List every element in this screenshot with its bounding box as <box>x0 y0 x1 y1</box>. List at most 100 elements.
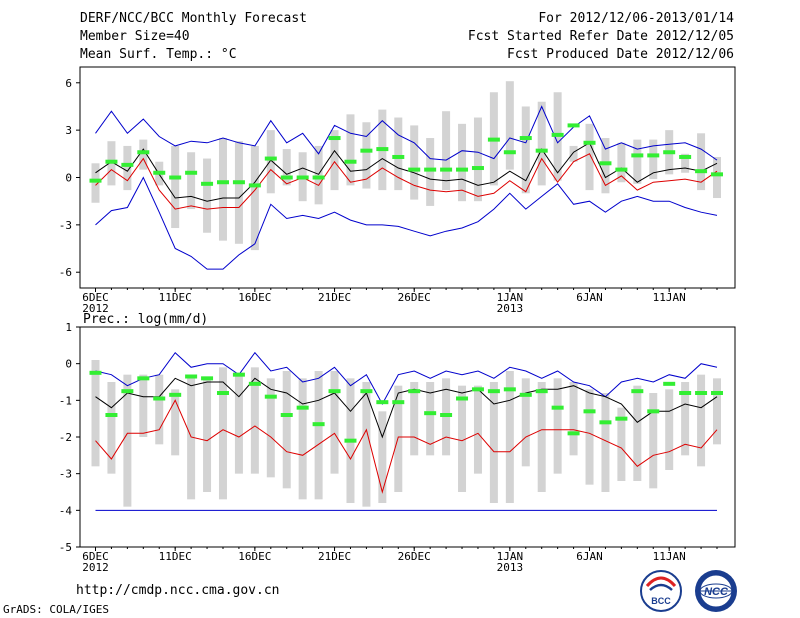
p2-ytick-label: -5 <box>59 541 72 554</box>
p1-xtick-label: 6DEC <box>82 291 109 304</box>
p2-range-bar <box>282 371 291 489</box>
p1-clim-marker <box>679 154 692 159</box>
p2-clim-marker <box>695 391 708 395</box>
p2-range-bar <box>107 382 116 474</box>
p2-clim-marker <box>615 416 628 421</box>
p1-range-bar <box>426 138 435 206</box>
p2-clim-marker <box>296 405 309 410</box>
p2-range-bar <box>569 382 578 456</box>
p2-clim-marker <box>471 387 484 392</box>
p2-clim-marker <box>232 372 245 377</box>
p1-clim-marker <box>615 167 628 172</box>
chart-title: DERF/NCC/BCC Monthly Forecast <box>80 11 307 26</box>
p2-clim-marker <box>137 376 150 381</box>
p2-clim-marker <box>583 409 596 414</box>
p2-lower-line <box>95 399 718 494</box>
p2-clim-marker <box>535 389 548 394</box>
p1-clim-marker <box>153 170 166 175</box>
p2-range-bar <box>362 382 371 507</box>
p2-ytick-label: -1 <box>59 394 72 407</box>
p1-range-bar <box>681 153 690 173</box>
p1-clim-marker <box>583 140 596 145</box>
p2-range-bar <box>697 374 706 467</box>
p1-range-bar <box>617 142 626 183</box>
p1-clim-marker <box>487 137 500 142</box>
p2-mean-line <box>95 377 718 439</box>
variable-label: Mean Surf. Temp.: °C <box>80 47 237 62</box>
p2-clim-marker <box>248 381 261 386</box>
p1-clim-marker <box>695 169 708 174</box>
p1-range-bar <box>362 122 371 189</box>
p1-clim-marker <box>663 150 676 155</box>
p2-range-bar <box>585 389 594 485</box>
grads-credit: GrADS: COLA/IGES <box>3 603 109 616</box>
p1-clim-marker <box>408 167 421 172</box>
footer-url[interactable]: http://cmdp.ncc.cma.gov.cn <box>76 583 280 598</box>
p2-clim-marker <box>711 391 723 395</box>
logos: BCC NCC <box>640 570 737 612</box>
p2-ytick-label: 1 <box>65 321 72 334</box>
p2-xtick-label: 26DEC <box>398 550 431 563</box>
p1-ytick-label: -6 <box>59 266 72 279</box>
p1-clim-marker <box>631 153 644 158</box>
p2-clim-marker <box>376 400 389 405</box>
p2-range-bar <box>203 378 212 492</box>
produced-date: Fcst Produced Date 2012/12/06 <box>507 47 734 62</box>
p1-ytick-label: 0 <box>65 172 72 185</box>
p2-clim-marker <box>201 376 214 381</box>
p1-range-bar <box>250 145 259 251</box>
p1-range-bar <box>458 123 467 202</box>
p1-range-bar <box>410 125 419 200</box>
p1-clim-marker <box>360 148 373 153</box>
p1-range-bar <box>346 114 355 186</box>
p1-range-bar <box>187 152 196 210</box>
p1-clim-marker <box>344 159 357 164</box>
p1-xtick-label: 26DEC <box>398 291 431 304</box>
p1-clim-marker <box>440 167 453 172</box>
p1-clim-marker <box>89 178 102 183</box>
p2-clim-marker <box>312 422 325 427</box>
p2-clim-marker <box>456 396 469 401</box>
p2-clim-marker <box>328 389 341 394</box>
p2-xtick-label: 21DEC <box>318 550 351 563</box>
p2-clim-marker <box>344 438 357 443</box>
p1-range-bar <box>330 130 339 191</box>
p1-range-bar <box>569 145 578 162</box>
p2-clim-marker <box>647 409 660 414</box>
p1-range-bar <box>123 145 132 191</box>
p2-clim-marker <box>631 389 644 394</box>
p2-clim-marker <box>216 391 229 395</box>
p2-range-bar <box>426 382 435 456</box>
p2-clim-marker <box>280 413 293 417</box>
p2-clim-marker <box>185 374 198 379</box>
p2-clim-marker <box>663 381 676 386</box>
p1-xtick-label: 1JAN <box>497 291 524 304</box>
p2-range-bar <box>298 378 307 500</box>
p2-range-bar <box>139 374 148 437</box>
p2-range-bar <box>489 382 498 503</box>
p2-clim-marker <box>679 391 692 395</box>
p1-range-bar <box>266 130 275 194</box>
p1-range-bar <box>537 101 546 186</box>
p2-clim-marker <box>551 405 564 410</box>
p1-clim-marker <box>599 161 612 166</box>
p2-ytick-label: -2 <box>59 431 72 444</box>
p1-range-bar <box>282 149 291 186</box>
p1-clim-marker <box>185 170 198 175</box>
p2-range-bar <box>505 371 514 503</box>
p1-range-bar <box>697 133 706 191</box>
p1-range-bar <box>442 111 451 191</box>
p1-lower-line <box>95 153 718 210</box>
refer-date: Fcst Started Refer Date 2012/12/05 <box>467 29 734 44</box>
p1-clim-marker <box>328 136 341 141</box>
p1-range-bar <box>505 81 514 170</box>
p1-clim-marker <box>392 154 405 159</box>
p2-upper-line <box>95 351 718 406</box>
p1-range-bar <box>585 123 594 191</box>
p2-range-bar <box>681 382 690 456</box>
p2-clim-marker <box>121 389 134 394</box>
p1-range-bar <box>314 145 323 205</box>
p2-clim-marker <box>599 420 612 425</box>
p2-xtick-year: 2013 <box>497 561 524 574</box>
